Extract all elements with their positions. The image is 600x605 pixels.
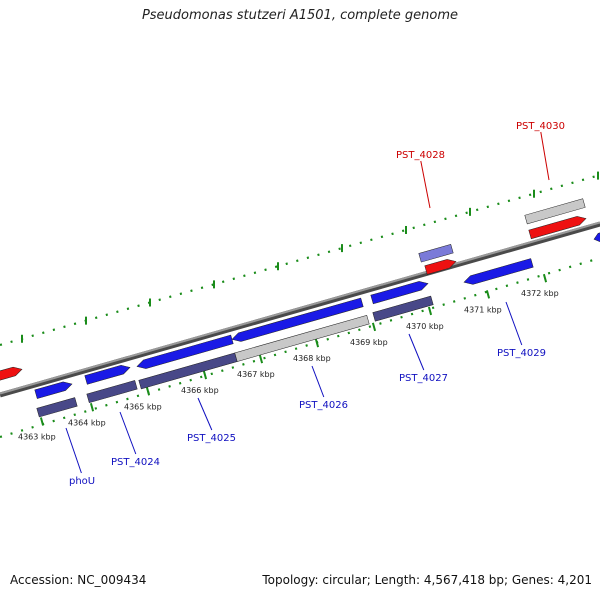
gene-labels: phoU PST_4024 PST_4025 PST_4026 PST_4027 PST_… — [65, 121, 565, 487]
scale-tick-label: 4366 kbp — [181, 386, 219, 395]
scale-tick-label: 4371 kbp — [464, 305, 502, 314]
scale-tick-mark — [145, 387, 151, 396]
feature-forward-cds — [593, 230, 600, 243]
scale-tick-label: 4368 kbp — [293, 354, 331, 363]
gene-leader-line — [420, 160, 431, 209]
feature-rna — [424, 259, 457, 275]
gene-label-phou[interactable]: phoU — [69, 476, 95, 487]
gene-leader-line — [119, 411, 137, 455]
feature-reverse-cds — [372, 295, 434, 322]
scale-tick-mark — [314, 338, 320, 348]
accession-text: Accession: NC_009434 — [10, 573, 147, 587]
backbone-shadow — [0, 221, 600, 398]
gene-leader-line — [408, 333, 425, 371]
scale-tick-mark — [89, 403, 95, 412]
gene-label-pst_4030[interactable]: PST_4030 — [516, 121, 565, 132]
feature-rna — [528, 216, 587, 240]
gene-leader-line — [311, 365, 325, 398]
scale-tick-mark — [39, 417, 45, 426]
gene-leader-line — [505, 301, 523, 346]
feature-forward-cds — [370, 281, 429, 305]
feature-reverse-cds — [36, 397, 78, 418]
gene-leader-line — [197, 397, 213, 431]
scale-tick-label: 4367 kbp — [237, 370, 275, 379]
gene-label-pst_4026[interactable]: PST_4026 — [299, 400, 348, 411]
genome-summary-text: Topology: circular; Length: 4,567,418 bp… — [262, 573, 592, 587]
scale-ticks: 4363 kbp 4364 kbp 4365 kbp 4366 kbp 4367 kbp… — [18, 171, 599, 442]
scale-tick-mark — [485, 290, 491, 299]
feature-light-cds — [418, 244, 454, 263]
scale-tick-label: 4364 kbp — [68, 418, 106, 427]
feature-forward-cds — [231, 297, 364, 342]
feature-pseudo — [234, 314, 370, 362]
gene-leader-line — [65, 427, 82, 474]
scale-tick-mark — [427, 306, 433, 316]
scale-tick-label: 4365 kbp — [124, 402, 162, 411]
scale-tick-mark — [542, 273, 548, 283]
scale-tick-mark — [202, 370, 208, 380]
gene-label-pst_4025[interactable]: PST_4025 — [187, 433, 236, 444]
feature-arrows — [0, 198, 600, 418]
scale-tick-label: 4370 kbp — [406, 322, 444, 331]
feature-forward-cds — [34, 381, 73, 399]
map-title: Pseudomonas stutzeri A1501, complete gen… — [141, 8, 459, 23]
gene-leader-line — [540, 131, 550, 181]
gene-label-pst_4027[interactable]: PST_4027 — [399, 373, 448, 384]
feature-forward-cds — [136, 334, 234, 369]
scale-tick-mark — [258, 354, 264, 364]
scale-tick-label: 4372 kbp — [521, 289, 559, 298]
feature-reverse-cds — [86, 380, 138, 404]
gene-label-pst_4029[interactable]: PST_4029 — [497, 348, 546, 359]
feature-forward-cds — [463, 258, 534, 285]
gene-label-pst_4028[interactable]: PST_4028 — [396, 150, 445, 161]
gene-label-pst_4024[interactable]: PST_4024 — [111, 457, 160, 468]
feature-forward-cds — [84, 365, 131, 385]
scale-tick-label: 4369 kbp — [350, 338, 388, 347]
feature-rna — [0, 366, 23, 383]
scale-tick-label: 4363 kbp — [18, 433, 56, 442]
backbone — [0, 221, 600, 395]
feature-pseudo — [524, 198, 586, 225]
scale-tick-mark — [371, 322, 377, 332]
